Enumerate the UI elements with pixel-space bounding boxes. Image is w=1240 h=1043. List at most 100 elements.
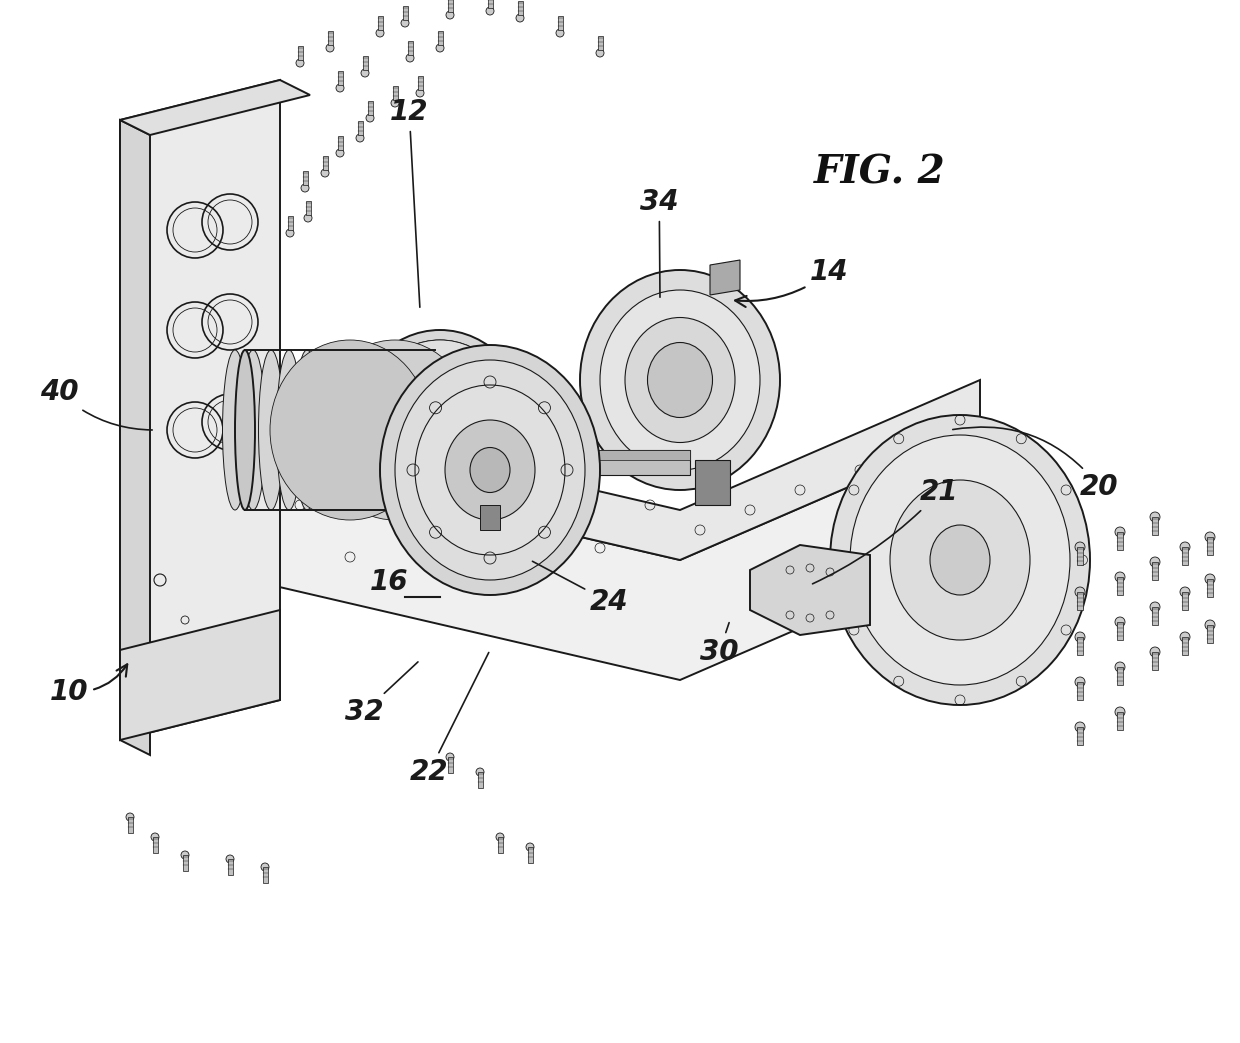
Bar bbox=[1182, 547, 1188, 565]
Polygon shape bbox=[120, 430, 980, 680]
Bar bbox=[1117, 712, 1123, 730]
Text: 10: 10 bbox=[50, 664, 128, 706]
Polygon shape bbox=[750, 545, 870, 635]
Bar bbox=[367, 101, 372, 115]
Bar bbox=[1152, 652, 1158, 670]
Text: 32: 32 bbox=[345, 662, 418, 726]
Circle shape bbox=[556, 29, 564, 37]
Circle shape bbox=[296, 59, 304, 67]
Ellipse shape bbox=[222, 350, 248, 510]
Bar bbox=[448, 757, 453, 773]
Bar bbox=[153, 836, 157, 853]
Bar bbox=[418, 76, 423, 90]
Circle shape bbox=[1205, 574, 1215, 584]
Circle shape bbox=[405, 54, 414, 62]
Circle shape bbox=[1180, 542, 1190, 552]
Bar bbox=[527, 847, 532, 863]
Circle shape bbox=[376, 29, 384, 37]
Bar bbox=[1078, 637, 1083, 655]
Bar bbox=[438, 31, 443, 45]
Circle shape bbox=[356, 134, 365, 142]
Circle shape bbox=[1149, 512, 1159, 522]
Bar bbox=[1152, 562, 1158, 580]
Circle shape bbox=[361, 69, 370, 77]
Ellipse shape bbox=[315, 340, 475, 520]
Bar bbox=[303, 171, 308, 185]
Circle shape bbox=[304, 214, 312, 222]
Bar bbox=[1182, 637, 1188, 655]
Circle shape bbox=[1149, 602, 1159, 612]
Circle shape bbox=[1075, 722, 1085, 732]
Polygon shape bbox=[711, 260, 740, 295]
Circle shape bbox=[446, 11, 454, 19]
Circle shape bbox=[260, 863, 269, 871]
Bar bbox=[497, 836, 502, 853]
Bar bbox=[477, 772, 482, 789]
Ellipse shape bbox=[360, 340, 520, 520]
Bar bbox=[1078, 682, 1083, 700]
Text: 34: 34 bbox=[640, 188, 678, 297]
Bar bbox=[128, 817, 133, 833]
Polygon shape bbox=[120, 80, 280, 739]
Bar bbox=[448, 0, 453, 13]
Ellipse shape bbox=[930, 525, 990, 595]
Circle shape bbox=[301, 184, 309, 192]
Bar bbox=[362, 56, 367, 70]
Ellipse shape bbox=[374, 355, 505, 505]
Bar bbox=[337, 71, 342, 84]
Circle shape bbox=[326, 44, 334, 52]
Bar bbox=[558, 16, 563, 30]
Circle shape bbox=[336, 149, 343, 157]
Circle shape bbox=[476, 768, 484, 776]
Circle shape bbox=[321, 169, 329, 177]
Ellipse shape bbox=[277, 350, 301, 510]
Bar bbox=[1207, 579, 1213, 597]
Bar bbox=[298, 46, 303, 60]
Ellipse shape bbox=[600, 290, 760, 470]
Ellipse shape bbox=[470, 447, 510, 492]
Text: 24: 24 bbox=[532, 561, 629, 616]
Text: 16: 16 bbox=[370, 568, 408, 596]
Ellipse shape bbox=[295, 350, 320, 510]
Circle shape bbox=[1115, 662, 1125, 672]
Circle shape bbox=[401, 19, 409, 27]
Ellipse shape bbox=[241, 350, 265, 510]
Circle shape bbox=[1115, 707, 1125, 717]
Circle shape bbox=[391, 99, 399, 107]
Ellipse shape bbox=[647, 342, 713, 417]
Ellipse shape bbox=[625, 317, 735, 442]
Ellipse shape bbox=[379, 345, 600, 595]
Bar bbox=[1117, 577, 1123, 595]
Circle shape bbox=[126, 812, 134, 821]
Bar bbox=[1152, 517, 1158, 535]
Text: 12: 12 bbox=[391, 98, 429, 308]
Circle shape bbox=[181, 851, 188, 859]
Circle shape bbox=[286, 229, 294, 237]
Bar bbox=[288, 216, 293, 231]
Circle shape bbox=[1075, 677, 1085, 687]
Bar bbox=[1117, 622, 1123, 640]
Ellipse shape bbox=[849, 435, 1070, 685]
Bar bbox=[487, 0, 492, 8]
Bar bbox=[408, 41, 413, 55]
Ellipse shape bbox=[360, 340, 520, 520]
Text: 21: 21 bbox=[812, 478, 959, 584]
Ellipse shape bbox=[350, 330, 529, 530]
Bar bbox=[393, 86, 398, 100]
Bar bbox=[322, 156, 327, 170]
Ellipse shape bbox=[445, 420, 534, 520]
Bar bbox=[182, 855, 187, 871]
Bar bbox=[337, 136, 342, 150]
Circle shape bbox=[596, 49, 604, 57]
Bar bbox=[327, 31, 332, 45]
Circle shape bbox=[1205, 620, 1215, 630]
Bar bbox=[403, 6, 408, 20]
Polygon shape bbox=[120, 120, 150, 755]
Circle shape bbox=[1115, 617, 1125, 627]
Ellipse shape bbox=[258, 350, 284, 510]
Polygon shape bbox=[120, 610, 280, 739]
Circle shape bbox=[1115, 527, 1125, 537]
Circle shape bbox=[1180, 632, 1190, 642]
Bar bbox=[490, 450, 689, 460]
Ellipse shape bbox=[830, 415, 1090, 705]
